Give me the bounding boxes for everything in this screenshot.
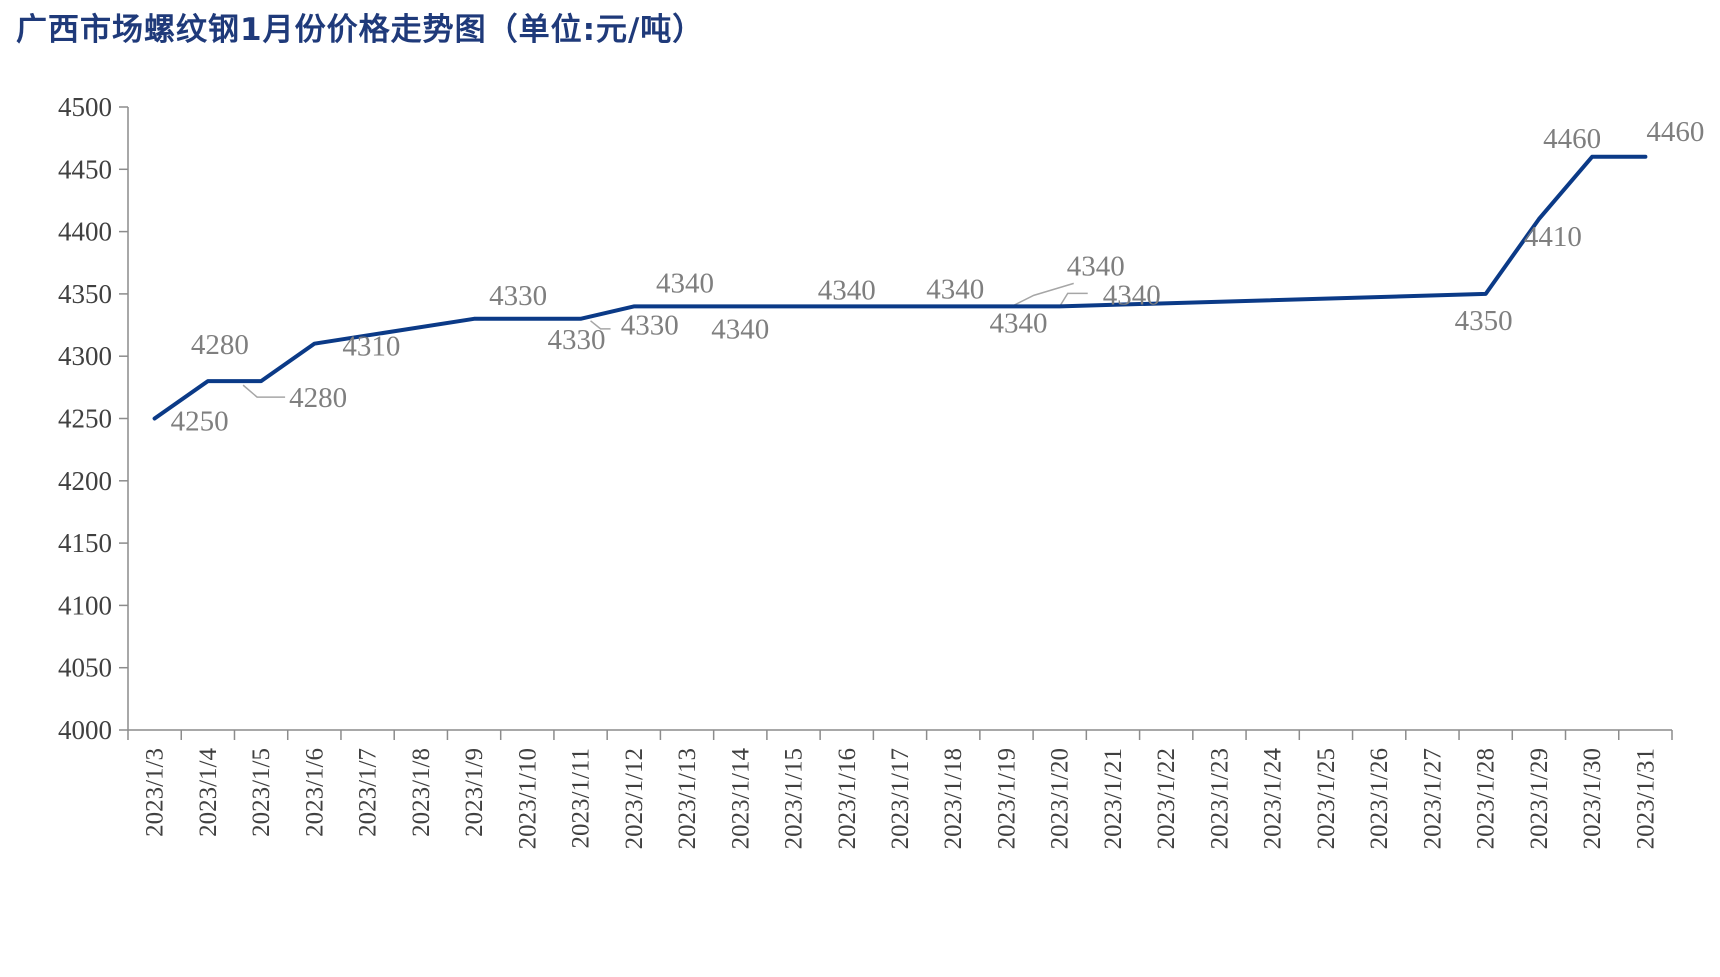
x-tick-label: 2023/1/3: [142, 748, 169, 837]
x-tick-label: 2023/1/7: [355, 748, 382, 837]
y-tick-label: 4100: [58, 590, 112, 620]
x-tick-label: 2023/1/12: [621, 748, 648, 849]
data-label: 4330: [489, 280, 547, 312]
data-label: 4280: [289, 382, 347, 414]
y-tick-label: 4150: [58, 528, 112, 558]
data-label: 4340: [818, 274, 876, 306]
y-axis: 4000 4050 4100 4150 4200 4250 4300 4350 4400 4450…: [58, 92, 129, 745]
data-label: 4340: [656, 267, 714, 299]
x-tick-label: 2023/1/19: [993, 748, 1020, 849]
data-label-leader: [1011, 282, 1074, 308]
x-tick-label: 2023/1/23: [1206, 748, 1233, 849]
y-tick-label: 4250: [58, 404, 112, 434]
data-label-leader: [1059, 292, 1088, 307]
x-tick-label: 2023/1/17: [887, 748, 914, 849]
y-tick-label: 4000: [58, 715, 112, 745]
x-axis: 2023/1/3 2023/1/4 2023/1/5 2023/1/6 2023/1/7…: [127, 729, 1673, 850]
x-tick-label: 2023/1/26: [1366, 748, 1393, 849]
data-label: 4340: [989, 307, 1047, 339]
y-tick-label: 4350: [58, 279, 112, 309]
data-label: 4250: [171, 406, 229, 438]
data-label: 4460: [1543, 123, 1601, 155]
x-tick-label: 2023/1/13: [674, 748, 701, 849]
x-tick-label: 2023/1/5: [248, 748, 275, 837]
y-tick-label: 4200: [58, 466, 112, 496]
y-tick-label: 4050: [58, 653, 112, 683]
x-tick-label: 2023/1/14: [727, 748, 754, 850]
x-tick-label: 2023/1/10: [514, 748, 541, 849]
x-tick-label: 2023/1/20: [1047, 748, 1074, 849]
data-label-leader: [242, 384, 286, 398]
data-label: 4340: [926, 273, 984, 305]
data-label: 4340: [1103, 279, 1161, 311]
y-tick-label: 4400: [58, 217, 112, 247]
x-tick-label: 2023/1/30: [1579, 748, 1606, 849]
data-label: 4350: [1455, 305, 1513, 337]
x-tick-label: 2023/1/22: [1153, 748, 1180, 849]
x-tick-label: 2023/1/28: [1473, 748, 1500, 849]
data-label: 4330: [621, 309, 679, 341]
data-label: 4280: [191, 329, 249, 361]
x-tick-label: 2023/1/9: [461, 748, 488, 837]
x-tick-label: 2023/1/4: [195, 748, 222, 837]
y-tick-label: 4450: [58, 154, 112, 184]
data-label: 4340: [1067, 250, 1125, 282]
x-tick-label: 2023/1/21: [1100, 748, 1127, 849]
chart-title: 广西市场螺纹钢1月份价格走势图（单位:元/吨）: [16, 12, 705, 48]
data-label-leader: [590, 320, 611, 330]
x-tick-label: 2023/1/16: [834, 748, 861, 849]
y-tick-label: 4500: [58, 92, 112, 122]
series-group: [152, 154, 1648, 421]
series-line: [152, 154, 1648, 421]
data-label: 4330: [548, 324, 606, 356]
data-label: 4410: [1524, 221, 1582, 253]
data-label: 4340: [711, 313, 769, 345]
x-tick-label: 2023/1/18: [940, 748, 967, 849]
x-tick-label: 2023/1/29: [1526, 748, 1553, 849]
x-tick-label: 2023/1/11: [568, 748, 595, 848]
x-tick-label: 2023/1/31: [1632, 748, 1659, 849]
x-tick-label: 2023/1/8: [408, 748, 435, 837]
data-label: 4310: [342, 331, 400, 363]
y-tick-label: 4300: [58, 341, 112, 371]
x-tick-label: 2023/1/24: [1260, 748, 1287, 850]
x-tick-label: 2023/1/15: [781, 748, 808, 849]
data-label: 4460: [1646, 116, 1704, 148]
x-tick-label: 2023/1/6: [301, 748, 328, 837]
x-tick-label: 2023/1/27: [1419, 748, 1446, 849]
x-tick-label: 2023/1/25: [1313, 748, 1340, 849]
label-leader-lines: [242, 282, 1088, 398]
